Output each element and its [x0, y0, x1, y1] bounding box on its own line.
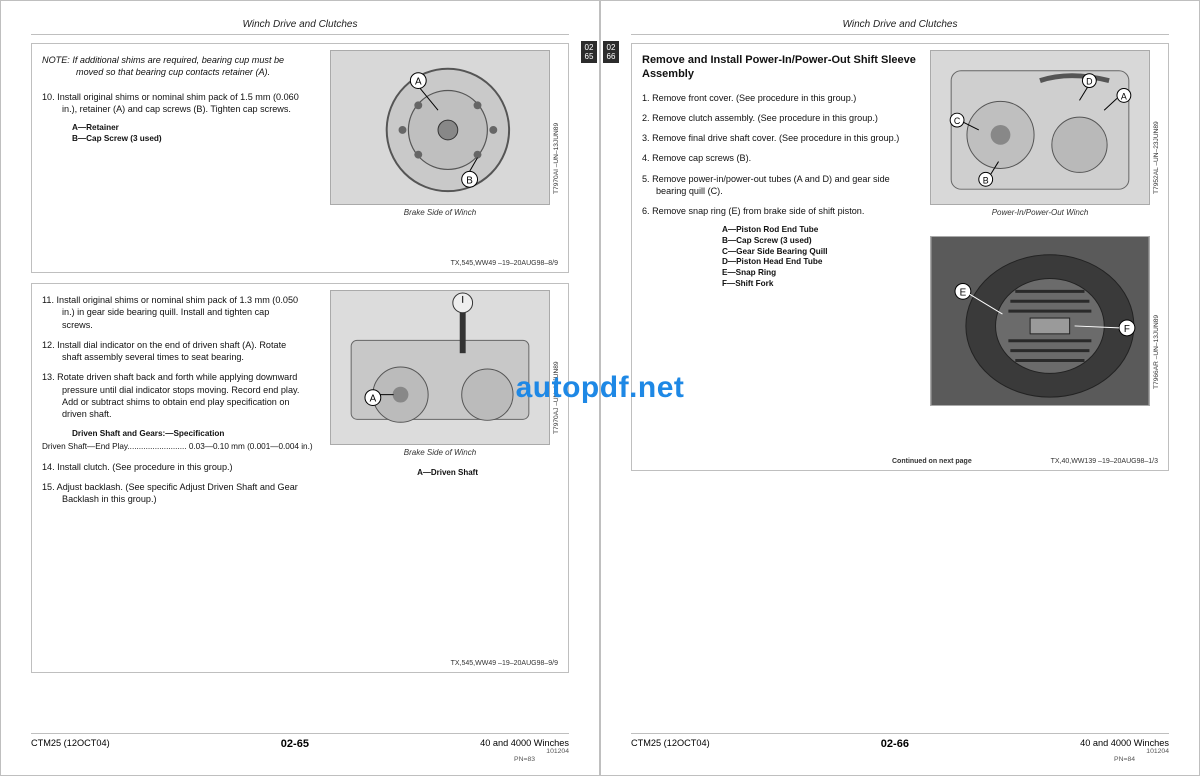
figure-2-svg: A — [331, 291, 549, 444]
note: NOTE: If additional shims are required, … — [42, 54, 302, 79]
step-r5: 5. Remove power-in/power-out tubes (A an… — [642, 173, 922, 198]
figure-r1-caption: Power-In/Power-Out Winch — [930, 208, 1150, 219]
svg-text:B: B — [983, 175, 989, 185]
step-r6: 6. Remove snap ring (E) from brake side … — [642, 205, 922, 217]
step-14: 14. Install clutch. (See procedure in th… — [42, 461, 302, 473]
svg-text:E: E — [960, 287, 967, 298]
svg-text:A: A — [415, 77, 422, 88]
figure-2-caption: Brake Side of Winch — [330, 448, 550, 459]
figure-1-svg: A B — [331, 51, 549, 204]
step-13: 13. Rotate driven shaft back and forth w… — [42, 371, 302, 420]
step-r3: 3. Remove final drive shaft cover. (See … — [642, 132, 922, 144]
section-1-ref: TX,545,WW49 –19–20AUG98–8/9 — [451, 259, 558, 268]
figure-r2-svg: E F — [931, 237, 1149, 405]
figure-2-legend: A—Driven Shaft — [417, 468, 478, 479]
svg-text:D: D — [1086, 77, 1092, 87]
footer-right-l: 40 and 4000 Winches 101204 PN=83 — [480, 738, 569, 763]
page-footer-right: CTM25 (12OCT04) 02-66 40 and 4000 Winche… — [631, 733, 1169, 763]
figure-r1-svg: D A C B — [931, 51, 1149, 204]
footer-sub1-r: 101204 — [1080, 748, 1169, 755]
page-right: Winch Drive and Clutches Remove and Inst… — [600, 0, 1200, 776]
section-r1-ref: TX,40,WW139 –19–20AUG98–1/3 — [1051, 457, 1158, 466]
tab-bottom: 65 — [584, 53, 594, 62]
footer-center-l: 02-65 — [281, 738, 309, 750]
footer-center-r: 02-66 — [881, 738, 909, 750]
step-10: 10. Install original shims or nominal sh… — [42, 91, 302, 116]
footer-sub2-l: PN=83 — [480, 756, 569, 763]
step-15: 15. Adjust backlash. (See specific Adjus… — [42, 481, 302, 506]
step-r1: 1. Remove front cover. (See procedure in… — [642, 92, 922, 104]
section-r1: Remove and Install Power-In/Power-Out Sh… — [631, 43, 1169, 471]
figure-r2: E F — [930, 236, 1150, 406]
footer-right-title-r: 40 and 4000 Winches — [1080, 738, 1169, 748]
footer-sub1-l: 101204 — [480, 748, 569, 755]
footer-left-r: CTM25 (12OCT04) — [631, 738, 710, 748]
svg-text:A: A — [1121, 91, 1127, 101]
section-title: Remove and Install Power-In/Power-Out Sh… — [642, 54, 922, 82]
footer-left-l: CTM25 (12OCT04) — [31, 738, 110, 748]
svg-text:C: C — [954, 116, 961, 126]
svg-text:F: F — [1124, 324, 1130, 335]
figure-1: A B — [330, 50, 550, 205]
step-12: 12. Install dial indicator on the end of… — [42, 339, 302, 364]
figure-2: A — [330, 290, 550, 445]
footer-right-r: 40 and 4000 Winches 101204 PN=84 — [1080, 738, 1169, 763]
step-11: 11. Install original shims or nominal sh… — [42, 294, 302, 331]
tab-left: 02 65 — [581, 41, 597, 63]
page-header-right: Winch Drive and Clutches — [631, 19, 1169, 35]
leg-a: A—Piston Rod End Tube — [722, 225, 1158, 236]
page-body-right: Remove and Install Power-In/Power-Out Sh… — [631, 43, 1169, 733]
svg-text:B: B — [466, 175, 473, 186]
step-r4: 4. Remove cap screws (B). — [642, 152, 922, 164]
figure-1-caption: Brake Side of Winch — [330, 208, 550, 219]
step-r2: 2. Remove clutch assembly. (See procedur… — [642, 112, 922, 124]
page-left: Winch Drive and Clutches NOTE: If additi… — [0, 0, 600, 776]
section-2: 11. Install original shims or nominal sh… — [31, 283, 569, 673]
page-header-left: Winch Drive and Clutches — [31, 19, 569, 35]
figure-1-ref: T7970AI –UN–13JUN89 — [553, 74, 562, 194]
footer-sub2-r: PN=84 — [1080, 756, 1169, 763]
figure-r2-ref: T7966AR –UN–13JUN89 — [1153, 269, 1162, 389]
tab-right: 02 66 — [603, 41, 619, 63]
continued: Continued on next page — [892, 457, 972, 466]
page-body-left: NOTE: If additional shims are required, … — [31, 43, 569, 733]
figure-2-ref: T7970AJ –UN–13JUN89 — [553, 314, 562, 434]
figure-r1: D A C B — [930, 50, 1150, 205]
tab-bottom-r: 66 — [606, 53, 616, 62]
svg-text:A: A — [370, 394, 377, 405]
footer-right-title-l: 40 and 4000 Winches — [480, 738, 569, 748]
section-1: NOTE: If additional shims are required, … — [31, 43, 569, 273]
section-2-ref: TX,545,WW49 –19–20AUG98–9/9 — [451, 659, 558, 668]
page-footer-left: CTM25 (12OCT04) 02-65 40 and 4000 Winche… — [31, 733, 569, 763]
figure-r1-ref: T7952AL –UN–23JUN89 — [1153, 74, 1162, 194]
